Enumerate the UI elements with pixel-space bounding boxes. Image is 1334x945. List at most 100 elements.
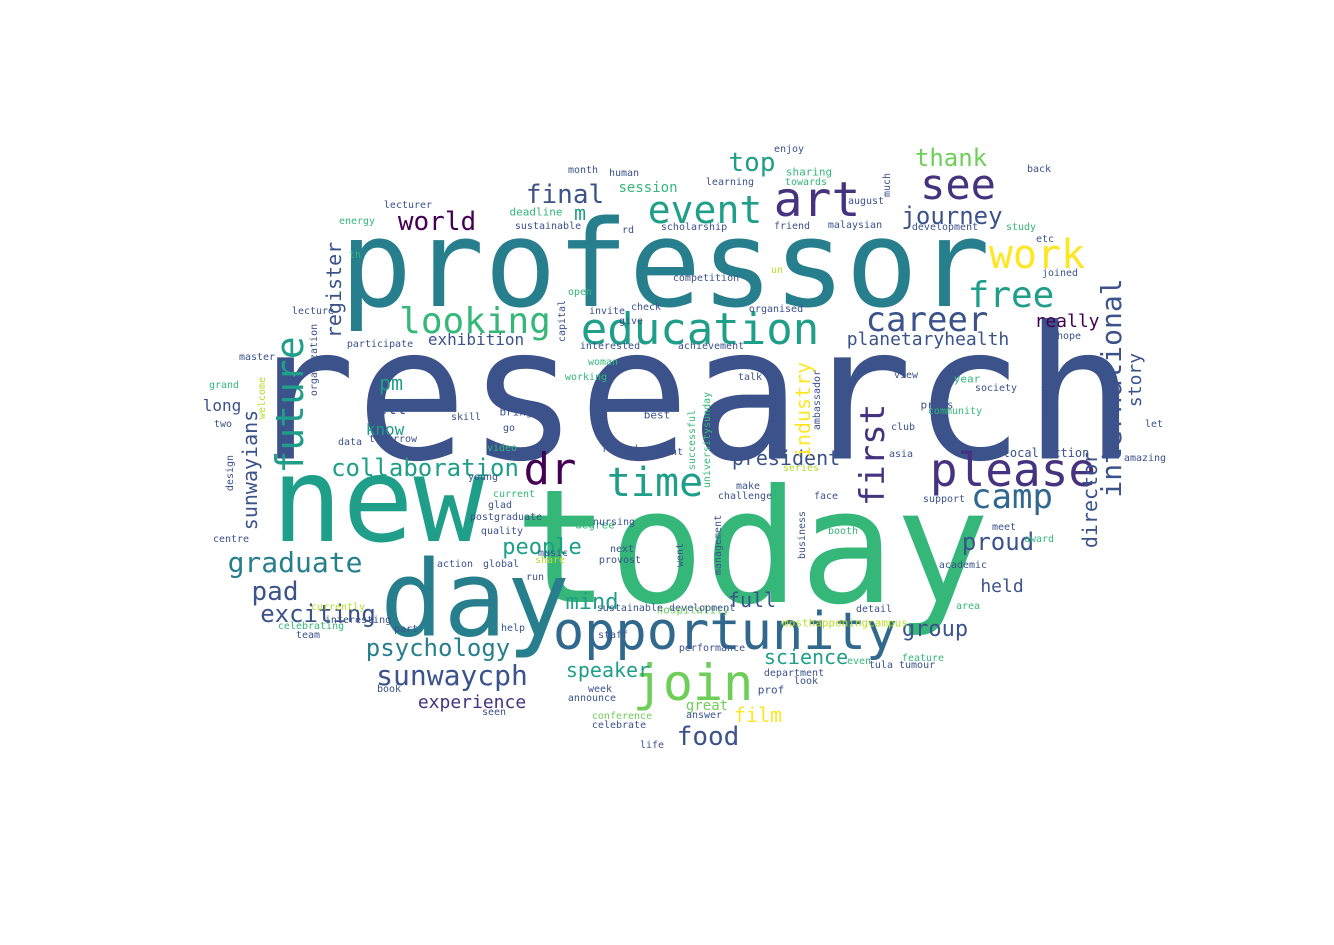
word: asia <box>888 449 914 460</box>
word: face <box>813 491 839 502</box>
word: people <box>502 535 582 560</box>
word: full <box>727 588 777 612</box>
word: scholarship <box>660 222 728 233</box>
word: enjoy <box>773 144 805 155</box>
word: looking <box>399 301 551 342</box>
word: go <box>502 423 516 434</box>
word: make <box>735 481 761 492</box>
word: year <box>953 372 981 386</box>
word: group <box>901 617 969 642</box>
word: mind <box>565 590 619 615</box>
word: experience <box>417 692 527 713</box>
word: long <box>202 396 242 415</box>
word: view <box>893 370 919 381</box>
word: august <box>847 196 885 207</box>
word: award <box>1023 534 1055 545</box>
word: development <box>911 222 979 233</box>
word: management <box>713 514 724 576</box>
word: welcome <box>257 376 268 420</box>
word: look <box>793 676 819 687</box>
word: earth <box>1041 382 1052 414</box>
word: art <box>773 172 861 228</box>
word: final <box>525 180 605 210</box>
word: action <box>436 559 474 570</box>
word: sunwayians <box>238 409 262 531</box>
word: please <box>929 443 1097 497</box>
word: open <box>567 287 593 298</box>
word: month <box>567 165 599 176</box>
word: academic <box>938 560 988 571</box>
word: hospitality <box>656 603 730 617</box>
word: celebrating <box>277 621 345 632</box>
word: glad <box>487 500 513 511</box>
word: assignment <box>622 447 684 458</box>
word: successful <box>687 409 698 471</box>
word: skill <box>450 412 482 423</box>
word: friend <box>773 221 811 232</box>
word: amazing <box>1123 453 1167 464</box>
word: th <box>348 250 362 261</box>
word: help <box>500 623 526 634</box>
word: even <box>846 656 872 667</box>
word: great <box>685 698 729 714</box>
word: towards <box>784 177 828 188</box>
word: research <box>244 286 1136 503</box>
word: currently <box>310 602 366 613</box>
word: president <box>731 446 841 470</box>
word: deadline <box>509 205 563 219</box>
word: sustainable development <box>596 603 736 614</box>
word: business <box>797 510 808 560</box>
word: competition <box>672 273 740 284</box>
word: held <box>980 576 1024 597</box>
word: run <box>525 572 545 583</box>
word: much <box>882 172 893 198</box>
word: story <box>1125 352 1146 408</box>
word: local action <box>1002 446 1090 460</box>
word: department <box>763 668 825 679</box>
word: degree <box>575 518 615 532</box>
word: future <box>268 336 312 474</box>
word: series <box>782 463 820 474</box>
word: food <box>676 722 740 752</box>
word: m <box>573 201 587 225</box>
word: quality <box>480 526 524 537</box>
word: let <box>1144 419 1164 430</box>
word: master <box>238 352 276 363</box>
word: lecture <box>291 306 335 317</box>
word: next <box>609 544 635 555</box>
word: world <box>397 207 477 237</box>
word: team <box>295 630 321 641</box>
word: working <box>564 372 608 383</box>
word: woman <box>587 357 619 368</box>
word: share <box>534 555 566 566</box>
word: exhibition <box>427 330 525 349</box>
word: organization <box>309 323 320 397</box>
word: best <box>643 408 671 422</box>
word: invite <box>588 306 626 317</box>
word: meet <box>991 522 1017 533</box>
word: bring <box>499 405 533 419</box>
word: learning <box>705 177 755 188</box>
word: new <box>271 431 485 569</box>
word: psychology <box>365 634 511 662</box>
word: centre <box>212 534 250 545</box>
word: proud <box>961 528 1035 556</box>
word: society <box>974 383 1018 394</box>
word: science <box>763 645 849 669</box>
word: today <box>514 456 990 640</box>
word: achievement <box>677 341 745 352</box>
word: went <box>675 542 686 568</box>
word: back <box>1026 164 1052 175</box>
word: really <box>1034 311 1100 332</box>
word: session <box>618 180 678 196</box>
word: support <box>922 494 966 505</box>
word: talk <box>737 372 763 383</box>
word: free <box>967 275 1055 316</box>
word: journey <box>901 202 1003 230</box>
word: booth <box>827 526 859 537</box>
word: top <box>728 148 776 178</box>
word: interesting <box>324 615 392 626</box>
word: nursing <box>592 517 636 528</box>
word: staff <box>597 630 629 641</box>
word: tula tumour <box>868 660 936 671</box>
